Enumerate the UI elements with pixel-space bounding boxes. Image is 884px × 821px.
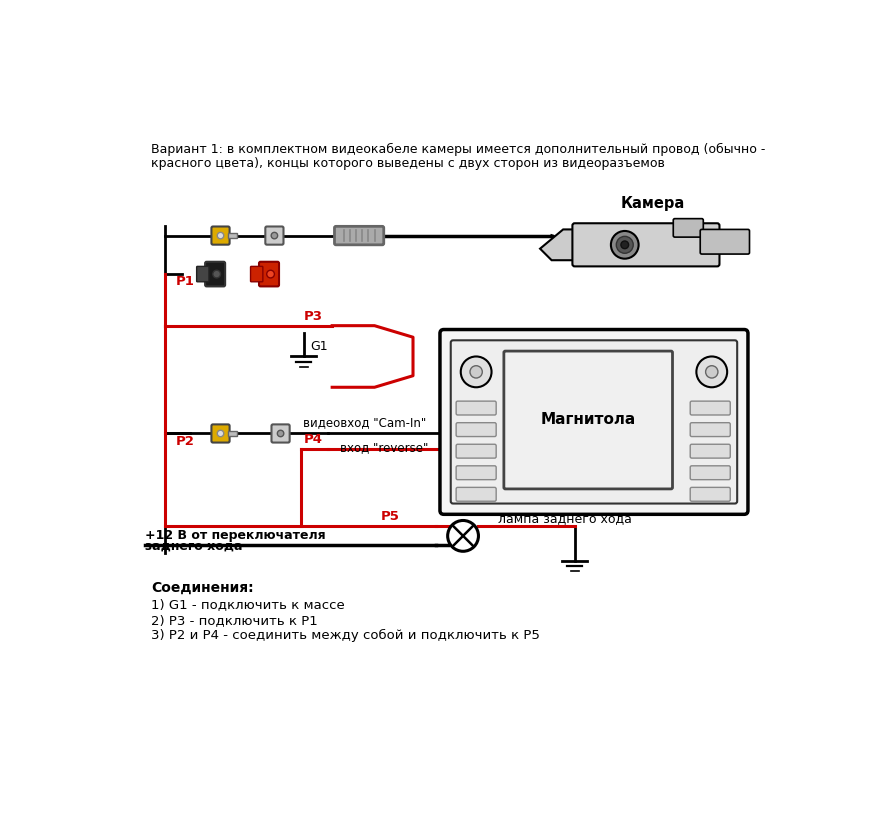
Text: P5: P5: [381, 510, 400, 523]
Circle shape: [621, 241, 629, 249]
FancyBboxPatch shape: [573, 223, 720, 266]
FancyBboxPatch shape: [451, 340, 737, 503]
Circle shape: [611, 231, 638, 259]
FancyBboxPatch shape: [456, 444, 496, 458]
FancyBboxPatch shape: [211, 227, 230, 245]
FancyBboxPatch shape: [228, 431, 237, 436]
FancyBboxPatch shape: [196, 266, 209, 282]
FancyBboxPatch shape: [456, 466, 496, 479]
FancyBboxPatch shape: [211, 424, 230, 443]
Text: лампа заднего хода: лампа заднего хода: [498, 512, 631, 525]
FancyBboxPatch shape: [250, 266, 263, 282]
FancyBboxPatch shape: [690, 488, 730, 502]
FancyBboxPatch shape: [259, 262, 279, 287]
Circle shape: [447, 521, 478, 551]
Text: красного цвета), концы которого выведены с двух сторон из видеоразъемов: красного цвета), концы которого выведены…: [151, 157, 665, 170]
Circle shape: [705, 365, 718, 378]
Text: Камера: Камера: [621, 196, 685, 211]
Circle shape: [271, 232, 278, 239]
FancyBboxPatch shape: [205, 262, 225, 287]
FancyBboxPatch shape: [504, 351, 673, 489]
Circle shape: [470, 365, 483, 378]
FancyBboxPatch shape: [690, 444, 730, 458]
FancyBboxPatch shape: [456, 401, 496, 415]
Text: +12 В от переключателя: +12 В от переключателя: [145, 529, 325, 542]
FancyBboxPatch shape: [271, 424, 290, 443]
Text: 3) P2 и P4 - соединить между собой и подключить к P5: 3) P2 и P4 - соединить между собой и под…: [151, 629, 540, 642]
Text: видеовход "Cam-In": видеовход "Cam-In": [303, 416, 426, 429]
Text: 2) P3 - подключить к P1: 2) P3 - подключить к P1: [151, 613, 318, 626]
Circle shape: [616, 236, 633, 254]
FancyBboxPatch shape: [674, 218, 704, 237]
FancyBboxPatch shape: [456, 488, 496, 502]
Circle shape: [278, 430, 284, 437]
Text: заднего хода: заднего хода: [145, 539, 242, 553]
FancyBboxPatch shape: [456, 423, 496, 437]
FancyBboxPatch shape: [334, 227, 384, 245]
FancyBboxPatch shape: [265, 227, 284, 245]
FancyBboxPatch shape: [690, 466, 730, 479]
Circle shape: [213, 270, 220, 278]
Circle shape: [267, 270, 274, 278]
Text: Вариант 1: в комплектном видеокабеле камеры имеется дополнительный провод (обычн: Вариант 1: в комплектном видеокабеле кам…: [151, 143, 766, 156]
Circle shape: [461, 356, 492, 388]
FancyBboxPatch shape: [440, 329, 748, 514]
Circle shape: [697, 356, 728, 388]
FancyBboxPatch shape: [228, 233, 237, 238]
FancyBboxPatch shape: [690, 423, 730, 437]
Text: вход "reverse": вход "reverse": [339, 441, 428, 454]
Text: Соединения:: Соединения:: [151, 580, 254, 594]
Text: P3: P3: [304, 310, 323, 323]
Text: P1: P1: [176, 275, 194, 288]
FancyBboxPatch shape: [700, 229, 750, 254]
Text: G1: G1: [309, 341, 327, 353]
FancyBboxPatch shape: [690, 401, 730, 415]
Text: 1) G1 - подключить к массе: 1) G1 - подключить к массе: [151, 599, 345, 612]
Circle shape: [217, 232, 224, 239]
Polygon shape: [540, 229, 583, 260]
Circle shape: [217, 430, 224, 437]
Text: Магнитола: Магнитола: [540, 412, 636, 428]
Text: P2: P2: [176, 435, 194, 448]
Text: P4: P4: [304, 433, 323, 446]
